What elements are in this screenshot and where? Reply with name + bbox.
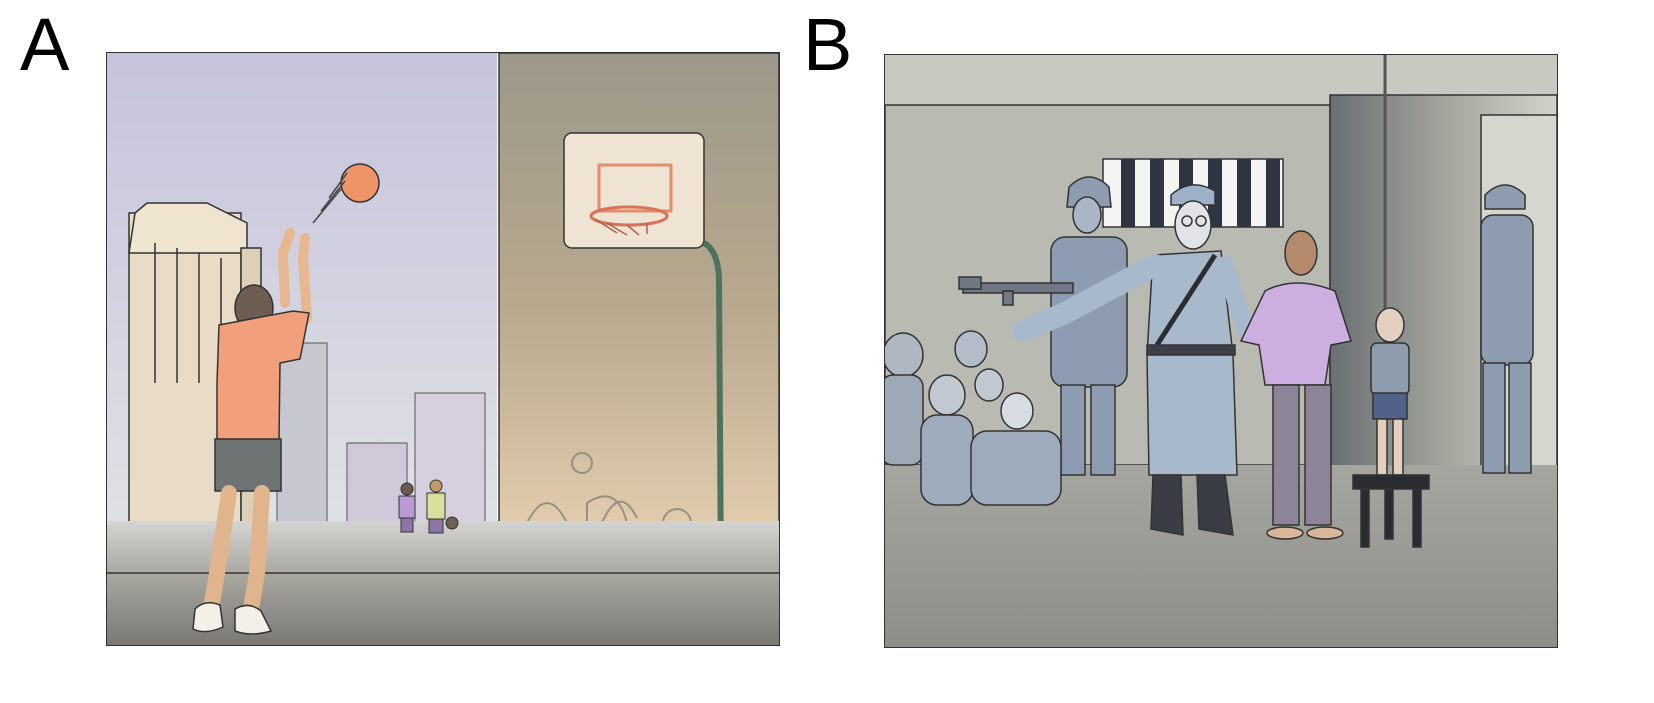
man-purple-shirt bbox=[1239, 230, 1352, 540]
officer-pointing bbox=[1012, 184, 1254, 536]
seated-prisoners bbox=[885, 330, 1062, 506]
court-wall bbox=[498, 53, 779, 574]
panel-label-a: A bbox=[20, 3, 70, 86]
illustration-panel-a bbox=[106, 52, 780, 646]
soldier-in-doorway bbox=[1480, 184, 1534, 474]
basketball-scene bbox=[107, 53, 779, 645]
basketball bbox=[312, 163, 380, 224]
illustration-panel-b bbox=[884, 54, 1558, 648]
interior-scene bbox=[885, 55, 1557, 647]
distant-players bbox=[398, 479, 459, 534]
child-on-stool bbox=[1352, 307, 1430, 548]
panel-label-b: B bbox=[803, 3, 853, 86]
basketball-hoop bbox=[563, 132, 724, 579]
player-shooting bbox=[192, 228, 312, 635]
